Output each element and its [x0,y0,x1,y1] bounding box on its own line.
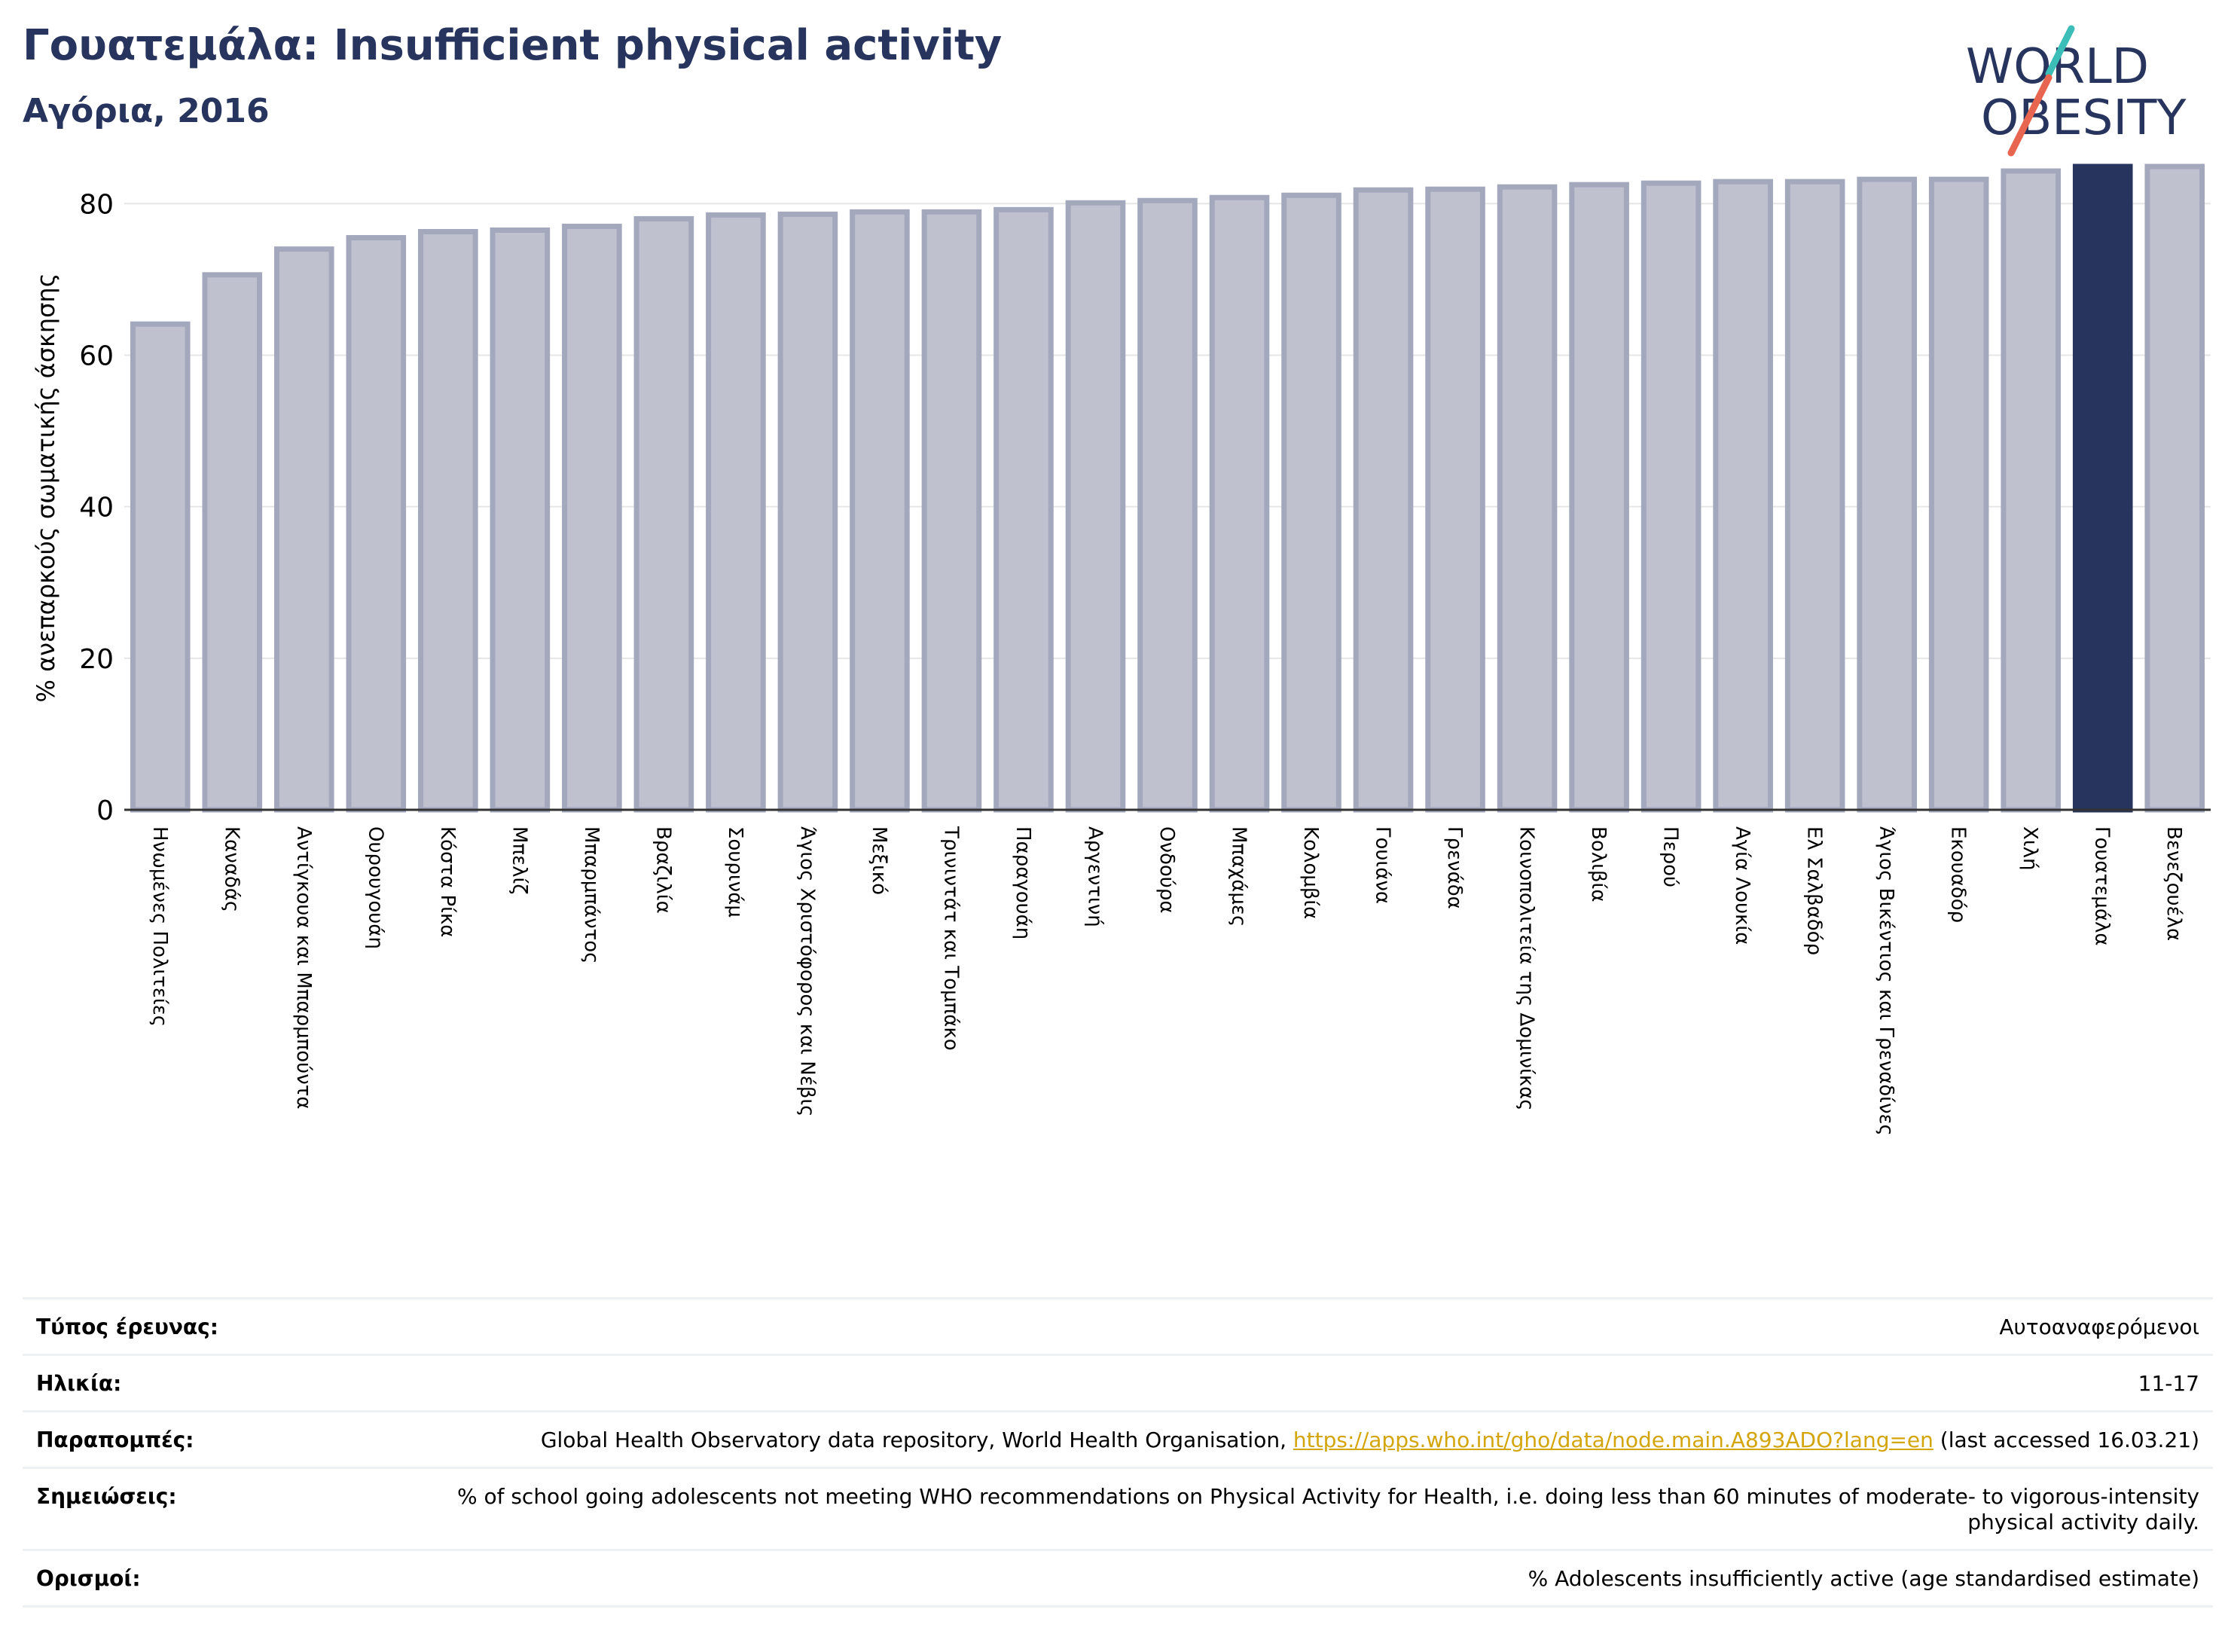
x-tick-label: Γουιάνα [1372,826,1394,904]
meta-label: Ηλικία: [36,1371,122,1396]
page-title: Γουατεμάλα: Insufficient physical activi… [23,21,1003,70]
bar [2001,168,2062,813]
x-tick-label: Τρινιντάτ και Τομπάκο [939,826,962,1051]
x-tick-label: Γρενάδα [1443,826,1466,909]
meta-row-notes: Σημειώσεις: % of school going adolescent… [23,1467,2213,1549]
bar [562,223,622,813]
x-tick-label: Παραγουάη [1012,826,1034,939]
bar [1569,182,1629,813]
bar [921,209,982,813]
x-tick-label: Αντίγκουα και Μπαρμπούντα [292,826,315,1110]
x-tick-label: Εκουαδόρ [1947,826,1970,923]
bar [1137,197,1198,813]
bar [1784,179,1845,813]
meta-label: Σημειώσεις: [36,1484,177,1509]
bar [490,227,551,813]
reference-suffix: (last accessed 16.03.21) [1933,1428,2199,1452]
meta-value: % of school going adolescents not meetin… [456,1484,2199,1534]
logo-line1: WORLD [1966,39,2149,95]
world-obesity-logo: WORLD OBESITY [1966,25,2187,157]
bar [777,211,838,813]
reference-text: Global Health Observatory data repositor… [540,1428,1293,1452]
x-tick-label: Κόστα Ρίκα [436,826,459,937]
meta-value: 11-17 [2138,1371,2199,1396]
x-tick-label: Άγιος Χριστόφορος και Νέβις [795,826,818,1116]
bar [1497,184,1558,813]
bar [633,215,694,813]
meta-label: Παραπομπές: [36,1428,194,1452]
logo-slash-orange [2007,74,2053,157]
x-tick-label: Καναδάς [220,826,243,912]
x-tick-label: Σουρινάμ [724,826,746,918]
bar [346,235,407,813]
x-tick-label: Ονδούρα [1155,826,1178,914]
x-tick-label: Μπελίζ [508,826,530,894]
x-tick-label: Ελ Σαλβαδόρ [1803,826,1826,955]
x-tick-label: Αγία Λουκία [1731,826,1753,945]
meta-value: Αυτοαναφερόμενοι [1999,1315,2199,1339]
x-tick-label: Ουρουγουάη [364,826,386,949]
meta-row-definitions: Ορισμοί: % Adolescents insufficiently ac… [23,1549,2213,1608]
meta-label: Ορισμοί: [36,1566,141,1591]
y-tick-label: 40 [79,493,114,524]
metadata-table: Τύπος έρευνας: Αυτοαναφερόμενοι Ηλικία: … [23,1297,2213,1608]
bar [1209,194,1270,813]
y-axis-label: % ανεπαρκούς σωματικής άσκησης [32,273,60,703]
bar-chart: 0 20 40 60 80 % ανεπαρκούς σωματικής άσκησης Η… [32,163,2211,1136]
bar [993,206,1054,813]
meta-row-survey-type: Τύπος έρευνας: Αυτοαναφερόμενοι [23,1297,2213,1354]
x-tick-label: Κολομβία [1299,826,1322,919]
x-tick-label: Αργεντινή [1083,826,1106,927]
x-tick-label: Χιλή [2019,826,2041,870]
bar [706,212,766,813]
bar [202,272,263,813]
page-subtitle: Αγόρια, 2016 [23,92,270,130]
bar [1928,176,1989,813]
bar [2144,163,2205,813]
y-tick-label: 0 [96,795,114,826]
meta-value: % Adolescents insufficiently active (age… [1528,1566,2199,1591]
x-tick-label: Μπαχάμες [1228,826,1250,927]
x-tick-label: Μπαρμπάντος [580,826,603,963]
x-tick-label: Γουατεμάλα [2091,826,2114,946]
bar [1640,180,1702,813]
logo-slash-teal [2045,25,2075,78]
bar [130,321,191,813]
x-tick-label: Ηνωμένες Πολιτείες [148,826,171,1027]
y-tick-label: 60 [79,340,114,371]
bar [418,229,478,813]
x-tick-label: Περού [1659,826,1682,887]
reference-link[interactable]: https://apps.who.int/gho/data/node.main.… [1293,1428,1933,1452]
x-tick-label: Βολιβία [1587,826,1610,902]
x-tick-label: Άγιος Βικέντιος και Γρεναδίνες [1875,826,1897,1136]
x-tick-label: Βραζιλία [652,826,674,914]
meta-value-references: Global Health Observatory data repositor… [428,1428,2199,1453]
bar [273,246,334,813]
bar [1065,200,1126,813]
meta-row-references: Παραπομπές: Global Health Observatory da… [23,1410,2213,1467]
bar [1857,176,1917,813]
y-tick-label: 80 [79,189,114,220]
x-tick-label: Μεξικό [868,826,890,895]
x-tick-label: Κοινοπολιτεία της Δομινίκας [1515,826,1538,1111]
x-tick-label: Βενεζουέλα [2162,826,2185,941]
bar [2072,163,2133,813]
bar [850,209,910,813]
bar [1353,187,1414,813]
meta-label: Τύπος έρευνας: [36,1315,218,1339]
meta-row-age: Ηλικία: 11-17 [23,1354,2213,1410]
y-tick-label: 20 [79,644,114,675]
bar [1425,186,1485,813]
bar [1281,192,1341,813]
logo-line2: OBESITY [1981,90,2187,146]
bar [1713,179,1773,813]
